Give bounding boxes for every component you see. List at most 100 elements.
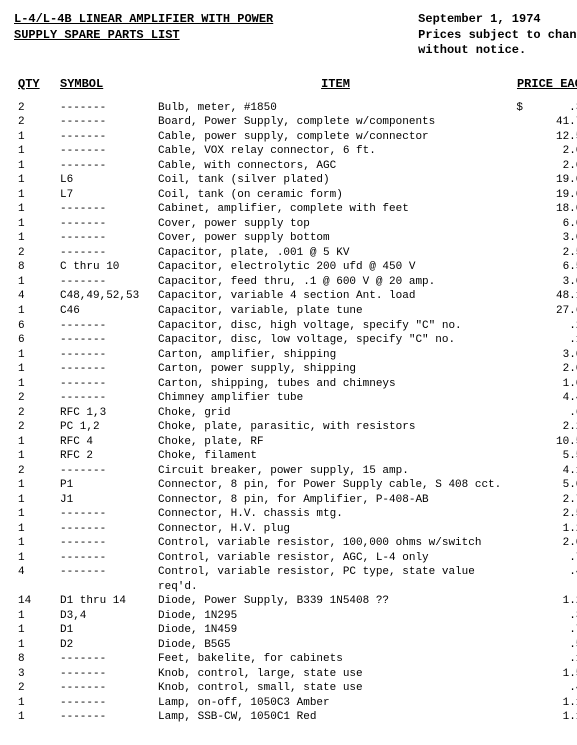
cell-qty: 1 — [14, 144, 60, 159]
table-row: 1-------Lamp, SSB-CW, 1050C1 Red1.10 — [14, 710, 577, 725]
cell-item: Choke, plate, parasitic, with resistors — [158, 420, 511, 435]
cell-symbol: RFC 4 — [60, 435, 158, 450]
cell-qty: 1 — [14, 493, 60, 508]
cell-item: Carton, power supply, shipping — [158, 362, 511, 377]
cell-symbol: D1 — [60, 623, 158, 638]
cell-qty: 1 — [14, 435, 60, 450]
cell-item: Control, variable resistor, PC type, sta… — [158, 565, 511, 594]
header-date: September 1, 1974 — [418, 12, 540, 26]
title-line-2: SUPPLY SPARE PARTS LIST — [14, 28, 180, 42]
table-row: 1-------Cable, with connectors, AGC2.00 — [14, 159, 577, 174]
cell-qty: 1 — [14, 551, 60, 566]
cell-symbol: ------- — [60, 115, 158, 130]
table-row: 1P1Connector, 8 pin, for Power Supply ca… — [14, 478, 577, 493]
cell-price: 2.00 — [511, 159, 577, 174]
cell-symbol: ------- — [60, 159, 158, 174]
cell-qty: 14 — [14, 594, 60, 609]
cell-price: 27.60 — [511, 304, 577, 319]
cell-price: .45 — [511, 681, 577, 696]
cell-item: Capacitor, feed thru, .1 @ 600 V @ 20 am… — [158, 275, 511, 290]
cell-item: Diode, Power Supply, B339 1N5408 ?? — [158, 594, 511, 609]
column-headers: QTY SYMBOL ITEM PRICE EACH — [14, 77, 577, 91]
cell-item: Coil, tank (on ceramic form) — [158, 188, 511, 203]
table-row: 2PC 1,2Choke, plate, parasitic, with res… — [14, 420, 577, 435]
cell-symbol: D2 — [60, 638, 158, 653]
cell-symbol: L6 — [60, 173, 158, 188]
cell-qty: 1 — [14, 173, 60, 188]
cell-item: Capacitor, plate, .001 @ 5 KV — [158, 246, 511, 261]
cell-symbol: ------- — [60, 231, 158, 246]
table-row: 4-------Control, variable resistor, PC t… — [14, 565, 577, 594]
cell-price: .10 — [511, 333, 577, 348]
cell-symbol: ------- — [60, 333, 158, 348]
cell-symbol: L7 — [60, 188, 158, 203]
cell-item: Carton, amplifier, shipping — [158, 348, 511, 363]
table-row: 1-------Control, variable resistor, AGC,… — [14, 551, 577, 566]
cell-price: .40 — [511, 565, 577, 594]
cell-symbol: ------- — [60, 101, 158, 116]
table-row: 1-------Carton, amplifier, shipping3.00 — [14, 348, 577, 363]
cell-symbol: D3,4 — [60, 609, 158, 624]
cell-price: 6.50 — [511, 260, 577, 275]
document-header: L-4/L-4B LINEAR AMPLIFIER WITH POWER SUP… — [14, 12, 577, 59]
cell-price: 1.00 — [511, 377, 577, 392]
table-row: 6-------Capacitor, disc, low voltage, sp… — [14, 333, 577, 348]
cell-item: Choke, plate, RF — [158, 435, 511, 450]
table-row: 8C thru 10Capacitor, electrolytic 200 uf… — [14, 260, 577, 275]
cell-symbol: ------- — [60, 144, 158, 159]
cell-qty: 1 — [14, 507, 60, 522]
table-row: 1-------Cable, power supply, complete w/… — [14, 130, 577, 145]
table-row: 2RFC 1,3Choke, grid.60 — [14, 406, 577, 421]
cell-symbol: ------- — [60, 565, 158, 594]
cell-symbol: P1 — [60, 478, 158, 493]
cell-symbol: ------- — [60, 246, 158, 261]
col-header-qty: QTY — [14, 77, 60, 91]
cell-qty: 1 — [14, 377, 60, 392]
cell-qty: 4 — [14, 565, 60, 594]
cell-item: Lamp, on-off, 1050C3 Amber — [158, 696, 511, 711]
cell-price: .10 — [511, 652, 577, 667]
header-note-2: without notice. — [418, 43, 526, 57]
cell-price: 1.25 — [511, 522, 577, 537]
cell-symbol: RFC 2 — [60, 449, 158, 464]
cell-item: Capacitor, electrolytic 200 ufd @ 450 V — [158, 260, 511, 275]
table-row: 2-------Circuit breaker, power supply, 1… — [14, 464, 577, 479]
table-row: 1-------Control, variable resistor, 100,… — [14, 536, 577, 551]
cell-item: Choke, grid — [158, 406, 511, 421]
cell-item: Control, variable resistor, AGC, L-4 onl… — [158, 551, 511, 566]
cell-qty: 1 — [14, 275, 60, 290]
table-row: 1RFC 2Choke, filament5.50 — [14, 449, 577, 464]
cell-price: 2.50 — [511, 246, 577, 261]
cell-item: Knob, control, small, state use — [158, 681, 511, 696]
table-row: 4C48,49,52,53Capacitor, variable 4 secti… — [14, 289, 577, 304]
table-row: 1J1Connector, 8 pin, for Amplifier, P-40… — [14, 493, 577, 508]
cell-price: 5.50 — [511, 449, 577, 464]
table-row: 1C46Capacitor, variable, plate tune27.60 — [14, 304, 577, 319]
table-row: 1-------Lamp, on-off, 1050C3 Amber1.10 — [14, 696, 577, 711]
cell-item: Knob, control, large, state use — [158, 667, 511, 682]
cell-qty: 2 — [14, 101, 60, 116]
title-right: September 1, 1974 Prices subject to chan… — [418, 12, 577, 59]
cell-symbol: ------- — [60, 536, 158, 551]
cell-item: Diode, 1N295 — [158, 609, 511, 624]
cell-item: Connector, H.V. chassis mtg. — [158, 507, 511, 522]
cell-symbol: ------- — [60, 391, 158, 406]
cell-price: 18.00 — [511, 202, 577, 217]
cell-item: Connector, 8 pin, for Power Supply cable… — [158, 478, 511, 493]
col-header-item: ITEM — [158, 77, 513, 91]
cell-item: Choke, filament — [158, 449, 511, 464]
cell-price: .25 — [511, 319, 577, 334]
cell-qty: 1 — [14, 362, 60, 377]
cell-symbol: ------- — [60, 507, 158, 522]
cell-qty: 2 — [14, 681, 60, 696]
cell-item: Diode, B5G5 — [158, 638, 511, 653]
table-row: 2-------Bulb, meter, #1850$ .35 — [14, 101, 577, 116]
table-row: 2-------Capacitor, plate, .001 @ 5 KV2.5… — [14, 246, 577, 261]
table-row: 14D1 thru 14Diode, Power Supply, B339 1N… — [14, 594, 577, 609]
cell-price: 6.00 — [511, 217, 577, 232]
cell-item: Connector, H.V. plug — [158, 522, 511, 537]
cell-price: 2.00 — [511, 536, 577, 551]
cell-item: Cabinet, amplifier, complete with feet — [158, 202, 511, 217]
cell-qty: 2 — [14, 115, 60, 130]
cell-symbol: ------- — [60, 348, 158, 363]
